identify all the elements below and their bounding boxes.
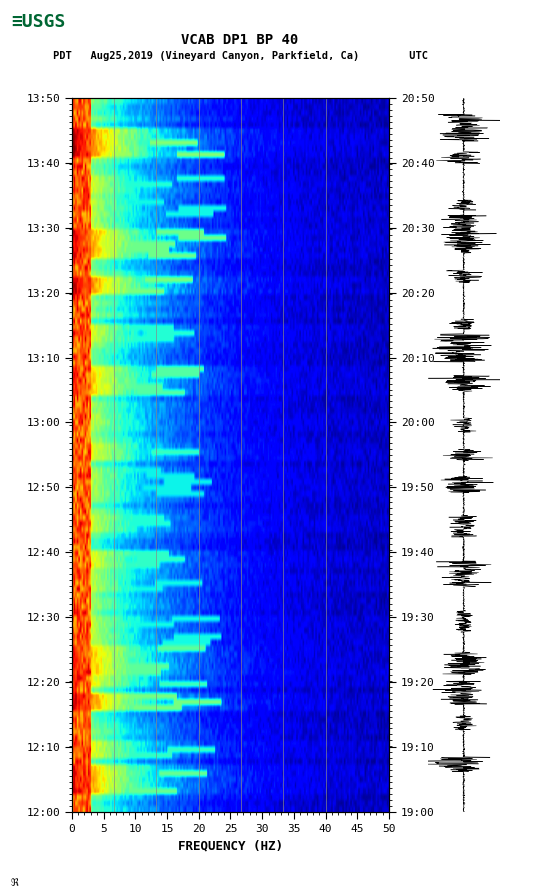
Text: VCAB DP1 BP 40: VCAB DP1 BP 40	[182, 33, 299, 47]
Text: ℜ: ℜ	[11, 878, 19, 888]
X-axis label: FREQUENCY (HZ): FREQUENCY (HZ)	[178, 839, 283, 852]
Text: ≡USGS: ≡USGS	[11, 13, 66, 31]
Text: PDT   Aug25,2019 (Vineyard Canyon, Parkfield, Ca)        UTC: PDT Aug25,2019 (Vineyard Canyon, Parkfie…	[52, 51, 428, 62]
